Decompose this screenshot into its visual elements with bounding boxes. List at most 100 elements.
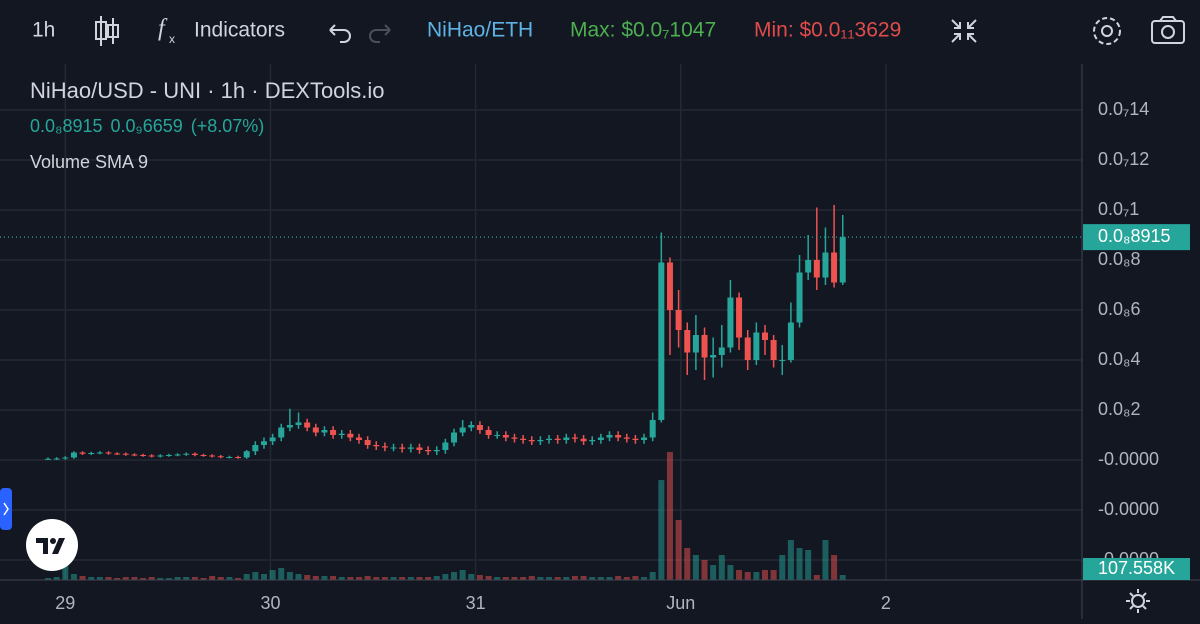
- volume-bar: [373, 577, 380, 580]
- candle-body: [165, 455, 172, 456]
- candle-body: [105, 452, 112, 454]
- indicators-icon[interactable]: f: [158, 16, 168, 42]
- candle-body: [502, 435, 509, 438]
- candle-body: [580, 438, 587, 442]
- volume-bar: [692, 555, 699, 580]
- candle-body: [407, 447, 414, 449]
- settings-button[interactable]: [1093, 17, 1121, 45]
- volume-bar: [779, 555, 786, 580]
- tradingview-logo[interactable]: [26, 519, 78, 571]
- volume-bar: [546, 577, 553, 580]
- legend-change-percent: (+8.07%): [191, 116, 265, 136]
- x-tick-label: 29: [55, 593, 75, 613]
- candle-style-icon[interactable]: [95, 16, 119, 46]
- y-tick-label: 0.0₇1: [1098, 199, 1139, 219]
- candle-body: [563, 437, 570, 440]
- candle-body: [701, 335, 708, 358]
- candle-body: [148, 455, 155, 457]
- candle-body: [312, 427, 319, 433]
- volume-bar: [235, 578, 242, 580]
- volume-bar: [666, 452, 673, 580]
- candle-body: [131, 454, 138, 456]
- volume-bar: [88, 577, 95, 580]
- candle-body: [597, 437, 604, 440]
- side-panel-toggle[interactable]: [0, 488, 12, 530]
- time-axis-settings[interactable]: [1126, 589, 1150, 613]
- indicator-label: Volume SMA 9: [30, 152, 148, 172]
- last-price-box: [1083, 224, 1190, 251]
- candle-body: [787, 322, 794, 360]
- volume-bar: [520, 577, 527, 580]
- volume-bar: [304, 575, 311, 580]
- candle-body: [537, 440, 544, 442]
- candle-body: [831, 252, 838, 283]
- y-tick-label: 0.0₈2: [1098, 399, 1141, 419]
- candle-body: [373, 445, 380, 447]
- volume-bar: [684, 548, 691, 580]
- volume-bar: [459, 570, 466, 580]
- volume-bar: [338, 577, 345, 580]
- volume-bar: [485, 576, 492, 580]
- volume-bar: [226, 577, 233, 580]
- candle-body: [235, 457, 242, 458]
- candle-body: [364, 440, 371, 445]
- candle-body: [822, 252, 829, 278]
- candle-body: [459, 427, 466, 433]
- candle-body: [390, 447, 397, 449]
- volume-bar: [822, 540, 829, 580]
- volume-bar: [658, 480, 665, 580]
- volume-bar: [701, 560, 708, 580]
- candle-body: [433, 450, 440, 452]
- volume-bar: [727, 565, 734, 580]
- redo-button[interactable]: [369, 24, 391, 43]
- volume-bar: [243, 574, 250, 580]
- candle-body: [425, 450, 432, 452]
- candle-body: [416, 447, 423, 450]
- volume-bar: [761, 570, 768, 580]
- candle-body: [88, 453, 95, 454]
- candle-layer: [45, 205, 846, 460]
- volume-layer: [45, 452, 846, 580]
- candle-body: [718, 347, 725, 355]
- candle-body: [589, 440, 596, 442]
- candle-body: [243, 451, 250, 458]
- fullscreen-button[interactable]: [951, 19, 977, 43]
- candle-body: [658, 262, 665, 420]
- candle-body: [606, 435, 613, 438]
- candle-body: [96, 452, 103, 454]
- candle-body: [399, 447, 406, 449]
- volume-bar: [641, 577, 648, 580]
- candle-body: [330, 430, 337, 435]
- candle-body: [217, 456, 224, 458]
- undo-button[interactable]: [329, 24, 351, 43]
- legend-change: 0.0₉6659: [111, 116, 183, 136]
- y-tick-label: 0.0₈4: [1098, 349, 1141, 369]
- volume-bar: [79, 576, 86, 580]
- volume-bar: [53, 577, 60, 580]
- volume-bar: [148, 577, 155, 580]
- candle-body: [485, 430, 492, 435]
- last-volume-label: 107.558K: [1098, 558, 1175, 578]
- volume-bar: [736, 570, 743, 580]
- candle-body: [304, 422, 311, 428]
- candle-body: [666, 262, 673, 310]
- volume-bar: [839, 575, 846, 580]
- volume-bar: [416, 577, 423, 580]
- candle-body: [727, 297, 734, 348]
- candle-body: [770, 340, 777, 360]
- indicators-button[interactable]: Indicators: [194, 19, 285, 42]
- chart-title: NiHao/USD - UNI · 1h · DEXTools.io: [30, 78, 385, 103]
- volume-bar: [710, 565, 717, 580]
- candle-body: [813, 260, 820, 278]
- candle-body: [252, 445, 259, 452]
- candle-body: [79, 452, 86, 454]
- min-price: Min: $0.0₁₁3629: [754, 19, 901, 42]
- volume-bar: [571, 576, 578, 580]
- interval-button[interactable]: 1h: [32, 19, 55, 42]
- volume-bar: [554, 577, 561, 580]
- volume-bar: [468, 574, 475, 580]
- pair-switch[interactable]: NiHao/ETH: [427, 19, 533, 42]
- volume-bar: [623, 577, 630, 580]
- candle-body: [269, 437, 276, 442]
- screenshot-button[interactable]: [1151, 16, 1185, 44]
